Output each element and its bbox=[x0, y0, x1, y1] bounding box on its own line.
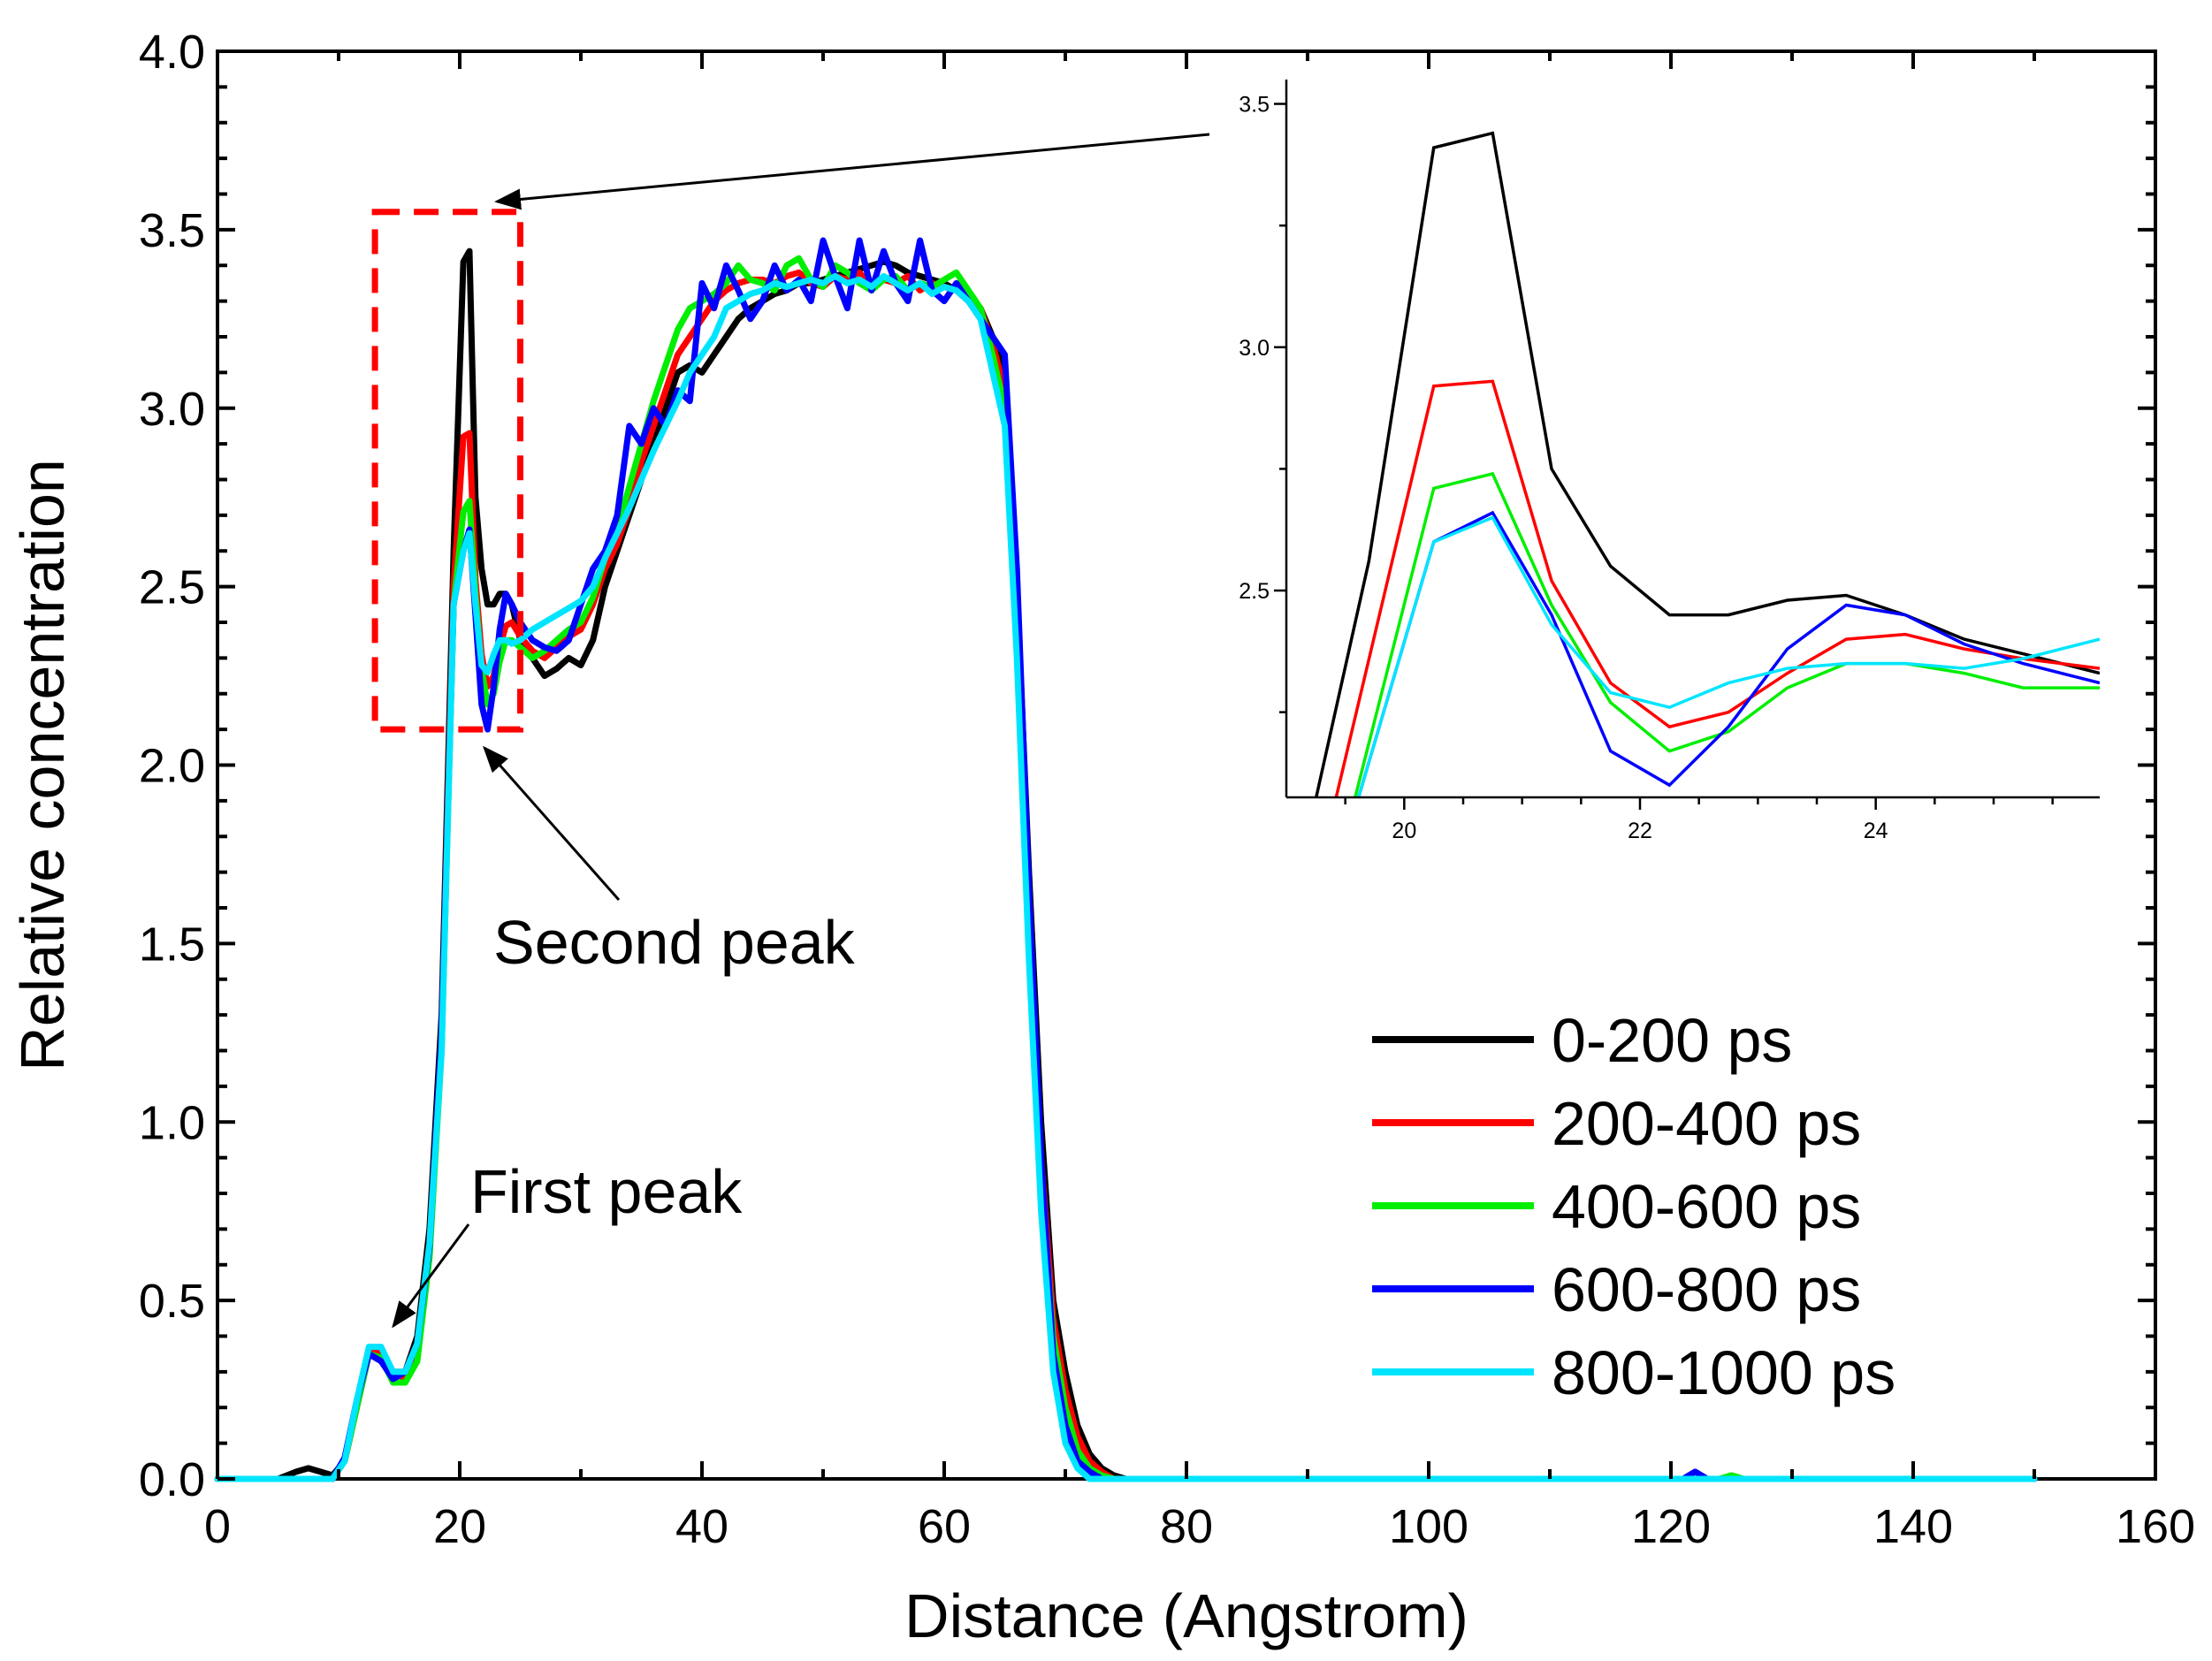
inset-y-tick-label: 3.5 bbox=[1239, 93, 1270, 118]
x-tick-label: 20 bbox=[433, 1500, 486, 1553]
inset-x-tick-label: 22 bbox=[1628, 819, 1652, 843]
second-peak-label: Second peak bbox=[493, 908, 856, 977]
y-tick-label: 0.0 bbox=[139, 1453, 205, 1506]
first-peak-label: First peak bbox=[470, 1157, 743, 1226]
y-tick-label: 2.5 bbox=[139, 561, 205, 614]
legend-label-800-1000-ps: 800-1000 ps bbox=[1552, 1338, 1895, 1407]
inset-plot: 20 22 24 2.5 3.0 3.5 bbox=[1239, 80, 2100, 843]
x-tick-label: 100 bbox=[1389, 1500, 1468, 1553]
y-tick-label: 1.5 bbox=[139, 918, 205, 971]
inset-series-line-0-200-ps bbox=[1314, 131, 2100, 797]
y-axis-title: Relative concentration bbox=[8, 459, 77, 1071]
x-tick-label: 160 bbox=[2116, 1500, 2195, 1553]
y-tick-label: 3.0 bbox=[139, 383, 205, 436]
x-tick-label: 60 bbox=[918, 1500, 971, 1553]
legend-label-0-200-ps: 0-200 ps bbox=[1552, 1006, 1792, 1075]
inset-series-line-800-1000-ps bbox=[1356, 515, 2100, 797]
first-peak-arrow bbox=[392, 1223, 470, 1329]
x-tick-label: 0 bbox=[204, 1500, 231, 1553]
legend-label-600-800-ps: 600-800 ps bbox=[1552, 1255, 1861, 1324]
inset-y-tick-label: 3.0 bbox=[1239, 336, 1270, 361]
main-plot: 0 20 40 60 80 100 120 140 160 0.0 0.5 1.0 1.5 2.0 2.5 3… bbox=[8, 26, 2195, 1650]
x-tick-label: 80 bbox=[1160, 1500, 1213, 1553]
x-tick-label: 40 bbox=[675, 1500, 728, 1553]
inset-series-line-400-600-ps bbox=[1353, 471, 2100, 797]
main-plot-frame bbox=[216, 50, 2157, 1481]
y-tick-label: 1.0 bbox=[139, 1096, 205, 1149]
x-tick-label: 140 bbox=[1873, 1500, 1953, 1553]
inset-x-tick-label: 20 bbox=[1392, 819, 1416, 843]
inset-series-line-200-400-ps bbox=[1334, 379, 2100, 797]
series-line-200-400-ps bbox=[214, 269, 2038, 1482]
legend: 0-200 ps 200-400 ps 400-600 ps 600-800 ps 80… bbox=[1372, 1006, 1895, 1407]
series-line-800-1000-ps bbox=[214, 272, 2038, 1482]
inset-series-group bbox=[1314, 131, 2100, 797]
legend-label-200-400-ps: 200-400 ps bbox=[1552, 1089, 1861, 1158]
y-tick-label: 4.0 bbox=[139, 26, 205, 79]
y-tick-label: 2.0 bbox=[139, 740, 205, 793]
inset-y-tick-label: 2.5 bbox=[1239, 579, 1270, 604]
legend-label-400-600-ps: 400-600 ps bbox=[1552, 1172, 1861, 1241]
inset-x-tick-label: 24 bbox=[1864, 819, 1888, 843]
x-tick-label: 120 bbox=[1631, 1500, 1711, 1553]
inset-series-line-600-800-ps bbox=[1356, 510, 2100, 797]
y-tick-label: 3.5 bbox=[139, 204, 205, 257]
annotations: Second peak First peak bbox=[371, 133, 1210, 1329]
inset-pointer-arrow bbox=[494, 133, 1210, 210]
x-axis-title: Distance (Angstrom) bbox=[904, 1581, 1468, 1650]
y-tick-label: 0.5 bbox=[139, 1275, 205, 1328]
highlight-box bbox=[371, 209, 523, 733]
second-peak-arrow bbox=[483, 745, 621, 901]
